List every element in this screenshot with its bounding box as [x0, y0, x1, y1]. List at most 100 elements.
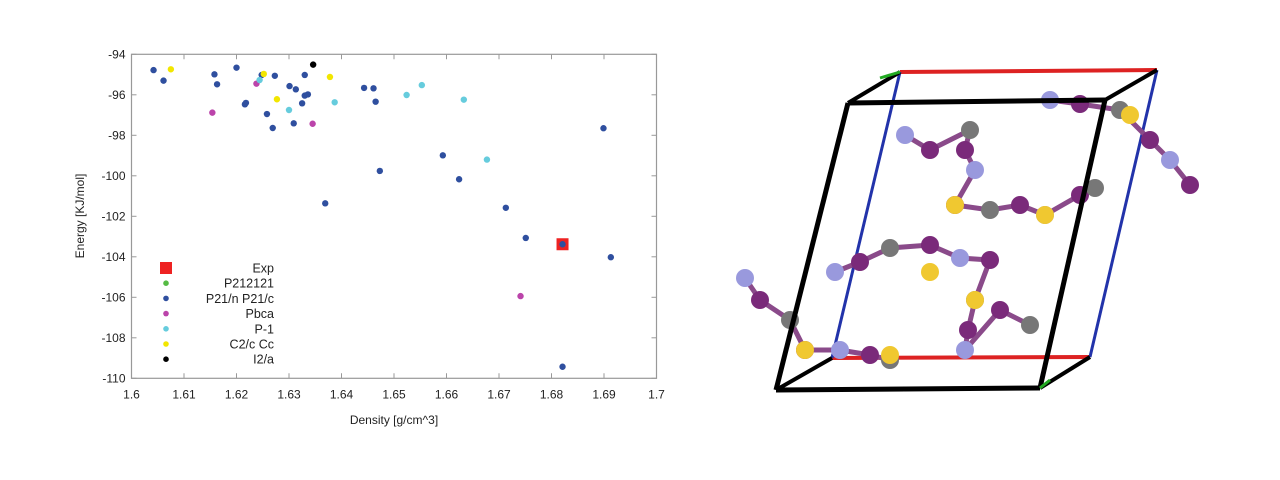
- atom: [966, 161, 984, 179]
- atom: [881, 239, 899, 257]
- y-tick-label: -96: [108, 88, 126, 102]
- atom: [826, 263, 844, 281]
- atom: [981, 201, 999, 219]
- cell-edge: [1037, 99, 1108, 389]
- cell-edge-b: [830, 71, 902, 359]
- y-tick-label: -94: [108, 47, 126, 61]
- atom: [751, 291, 769, 309]
- data-point-P21/n P21/c: [211, 71, 218, 78]
- cell-edge: [846, 70, 902, 105]
- y-tick-label: -104: [101, 250, 125, 264]
- data-point-P21/n P21/c: [376, 167, 384, 175]
- x-tick-label: 1.68: [540, 387, 564, 401]
- data-point-Pbca: [209, 109, 216, 116]
- data-point-P21/n P21/c: [322, 200, 329, 207]
- data-point-P21/n P21/c: [263, 110, 271, 118]
- cell-edge-b: [1088, 69, 1159, 358]
- atom: [896, 126, 914, 144]
- sulfur-atom: [1036, 206, 1054, 224]
- sulfur-atom: [796, 341, 814, 359]
- data-point-P21/n P21/c: [455, 176, 463, 183]
- data-point-P21/n P21/c: [600, 125, 607, 132]
- y-tick-label: -100: [101, 169, 125, 183]
- data-point-P21/n P21/c: [502, 204, 510, 211]
- atom: [956, 141, 974, 159]
- legend-marker: [163, 310, 169, 317]
- data-point-P21/n P21/c: [298, 100, 306, 107]
- data-point-C2/c Cc: [167, 66, 175, 73]
- data-point-P-1: [483, 156, 491, 163]
- data-point-P21/n P21/c: [301, 71, 308, 79]
- x-tick-label: 1.69: [592, 387, 616, 401]
- data-points: [150, 61, 615, 370]
- y-axis: -94 -96 -98 -100 -102 -104 -106 -108 -110: [101, 47, 657, 385]
- atom: [951, 249, 969, 267]
- cell-edge: [847, 97, 1106, 106]
- atom: [921, 236, 939, 254]
- atom: [736, 269, 754, 287]
- sulfur-atom: [881, 346, 899, 364]
- cell-edge-c: [879, 70, 901, 80]
- data-point-P21/n P21/c: [292, 86, 300, 93]
- y-tick-label: -98: [108, 128, 126, 142]
- atom: [961, 121, 979, 139]
- x-tick-label: 1.66: [435, 387, 459, 401]
- data-point-I2/a: [309, 61, 317, 68]
- y-tick-label: -108: [101, 331, 125, 345]
- crystal-structure-image: [736, 68, 1199, 393]
- data-point-P-1: [285, 106, 293, 114]
- plot-area: [130, 53, 658, 379]
- legend-marker: [160, 262, 172, 274]
- x-tick-label: 1.64: [330, 387, 354, 401]
- atom: [861, 346, 879, 364]
- data-point-P21/n P21/c: [290, 120, 297, 127]
- atom: [921, 141, 939, 159]
- data-point-P21/n P21/c: [370, 85, 377, 92]
- x-axis-label: Density [g/cm^3]: [350, 413, 438, 427]
- legend-label: P-1: [255, 322, 275, 336]
- data-point-P21/n P21/c: [271, 72, 279, 79]
- x-tick-label: 1.7: [648, 387, 665, 401]
- cell-edge-c: [1039, 378, 1051, 390]
- data-point-P21/n P21/c: [269, 124, 276, 132]
- y-tick-label: -106: [101, 290, 125, 304]
- legend-label: I2/a: [253, 353, 274, 367]
- cell-edge: [1104, 68, 1158, 102]
- data-point-P21/n P21/c: [160, 77, 167, 84]
- scatter-chart: 1.6 1.61 1.62 1.63 1.64 1.65 1.66 1.67 1.68 1.69 1…: [73, 47, 665, 427]
- legend-label: Exp: [252, 262, 274, 276]
- legend-marker: [163, 280, 169, 287]
- data-point-P21/n P21/c: [372, 98, 379, 105]
- atom: [1161, 151, 1179, 169]
- data-point-P-1: [460, 96, 468, 103]
- data-point-C2/c Cc: [273, 96, 281, 103]
- legend-marker: [163, 356, 169, 363]
- sulfur-atom: [966, 291, 984, 309]
- data-point-P21/n P21/c: [304, 91, 312, 98]
- sulfur-atom: [946, 196, 964, 214]
- atom: [1021, 316, 1039, 334]
- data-point-P21/n P21/c: [559, 241, 566, 248]
- cell-edge: [775, 385, 1041, 393]
- atom: [1141, 131, 1159, 149]
- legend-label: P212121: [224, 277, 274, 291]
- legend-marker: [163, 341, 169, 347]
- data-point-P21/n P21/c: [360, 84, 368, 92]
- atom: [1181, 176, 1199, 194]
- x-tick-label: 1.65: [382, 387, 406, 401]
- data-point-P21/n P21/c: [559, 363, 566, 370]
- data-point-P-1: [403, 91, 410, 99]
- data-point-P-1: [256, 76, 263, 84]
- atom: [1011, 196, 1029, 214]
- data-point-C2/c Cc: [326, 73, 334, 81]
- cell-edge-a: [899, 68, 1158, 74]
- atom: [1071, 95, 1089, 113]
- y-axis-label: Energy [KJ/mol]: [73, 174, 87, 259]
- legend-label: P21/n P21/c: [206, 292, 274, 306]
- atom: [831, 341, 849, 359]
- x-tick-label: 1.62: [225, 387, 249, 401]
- data-point-Pbca: [517, 292, 524, 300]
- legend-label: C2/c Cc: [230, 338, 274, 352]
- data-point-P21/n P21/c: [439, 152, 447, 159]
